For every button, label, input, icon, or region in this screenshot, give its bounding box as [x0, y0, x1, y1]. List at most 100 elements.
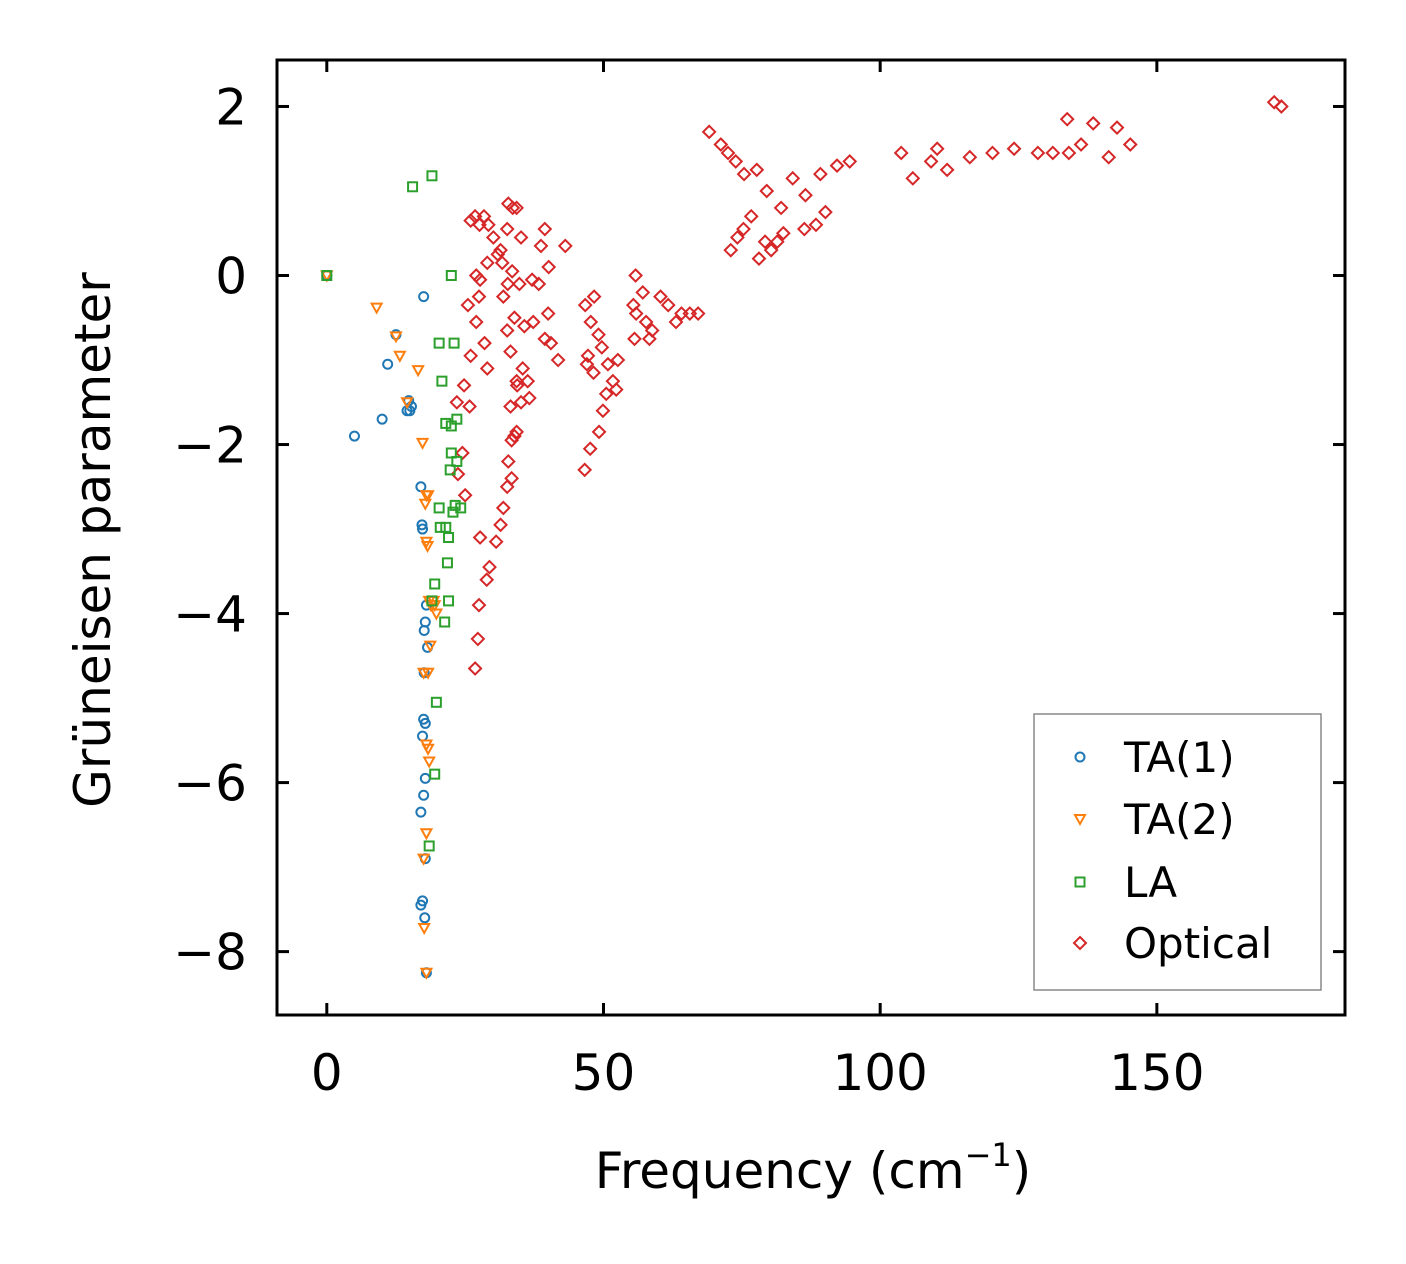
data-point: [1273, 99, 1289, 114]
data-point: [509, 200, 525, 216]
data-point: [509, 377, 525, 393]
data-point: [415, 899, 427, 911]
data-point: [537, 331, 553, 347]
data-point: [451, 413, 463, 425]
data-point: [436, 375, 448, 387]
data-point: [503, 344, 518, 359]
data-point: [369, 302, 384, 315]
data-point: [418, 291, 430, 303]
data-point: [499, 221, 515, 237]
data-point: [456, 377, 472, 393]
data-point: [429, 768, 441, 780]
data-point: [415, 437, 430, 450]
x-axis-label-main: Frequency (cm: [595, 1142, 965, 1200]
data-point: [736, 221, 751, 237]
data-point: [541, 259, 557, 275]
data-point: [775, 225, 791, 241]
data-point: [418, 498, 433, 511]
data-point: [426, 170, 438, 182]
data-point: [376, 413, 388, 425]
data-point: [479, 572, 495, 588]
data-point: [1006, 141, 1022, 157]
data-point: [660, 297, 676, 313]
data-point: [499, 323, 515, 338]
data-point: [416, 519, 428, 531]
legend-marker: [1074, 876, 1086, 888]
data-points: [320, 94, 1289, 980]
data-point: [416, 853, 431, 866]
data-point: [433, 337, 445, 349]
data-point: [595, 403, 611, 419]
data-point: [393, 350, 407, 363]
series-ta-2: [320, 270, 444, 980]
data-point: [504, 432, 520, 448]
data-point: [628, 306, 644, 321]
y-tick-label: −8: [173, 924, 247, 982]
data-point: [472, 272, 488, 288]
data-point: [400, 397, 414, 410]
data-point: [439, 616, 451, 628]
data-point: [1059, 111, 1075, 127]
data-point: [417, 922, 431, 936]
data-point: [1085, 115, 1101, 131]
data-point: [417, 523, 429, 535]
x-axis-label-suffix: ): [1012, 1142, 1032, 1200]
data-point: [1030, 145, 1046, 161]
series-optical: [449, 94, 1289, 676]
data-point: [513, 394, 529, 410]
data-point: [962, 149, 978, 165]
data-point: [808, 217, 824, 233]
data-point: [713, 137, 729, 152]
data-point: [504, 263, 520, 279]
data-point: [471, 597, 487, 613]
data-point: [583, 314, 599, 330]
data-point: [511, 276, 527, 292]
data-point: [985, 145, 1000, 161]
data-point: [638, 314, 654, 330]
x-tick-label: 0: [311, 1044, 343, 1102]
data-point: [759, 183, 775, 199]
data-point: [513, 230, 529, 245]
data-point: [1073, 137, 1089, 152]
data-point: [419, 967, 434, 980]
data-point: [423, 640, 437, 653]
data-point: [454, 445, 470, 461]
data-point: [419, 912, 431, 924]
data-point: [785, 170, 801, 186]
data-point: [520, 373, 536, 389]
data-point: [471, 289, 487, 305]
data-point: [479, 255, 495, 271]
data-point: [421, 490, 435, 503]
data-point: [577, 462, 593, 478]
data-point: [488, 534, 504, 550]
data-point: [482, 559, 497, 575]
data-point: [893, 145, 909, 161]
data-point: [1061, 145, 1077, 161]
data-point: [537, 221, 553, 237]
data-point: [423, 840, 435, 852]
data-point: [415, 481, 427, 493]
data-point: [1122, 137, 1138, 152]
data-point: [477, 335, 492, 351]
data-point: [577, 297, 593, 313]
data-point: [457, 487, 473, 503]
legend-box: [1033, 713, 1322, 991]
data-point: [480, 217, 496, 233]
y-tick-label: 2: [215, 78, 247, 136]
data-point: [429, 608, 444, 621]
data-point: [500, 276, 516, 292]
data-point: [470, 631, 486, 647]
data-point: [443, 532, 455, 543]
data-point: [505, 200, 521, 216]
data-point: [923, 154, 939, 169]
data-point: [579, 356, 595, 372]
data-point: [462, 399, 477, 414]
data-point: [422, 756, 436, 769]
data-point: [600, 356, 616, 372]
data-point: [610, 352, 626, 368]
data-point: [495, 289, 511, 305]
data-point: [472, 530, 488, 545]
data-point: [682, 306, 698, 321]
legend-label-ta2: TA(2): [1123, 795, 1235, 844]
